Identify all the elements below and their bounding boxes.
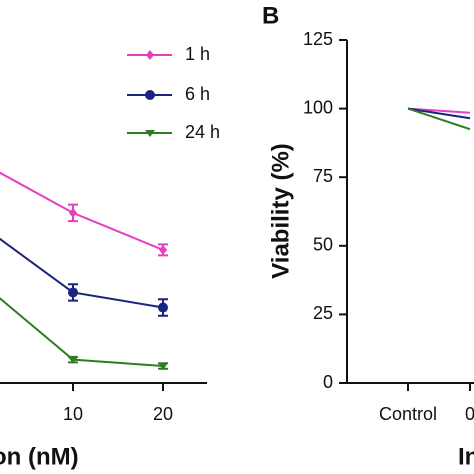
series-line	[0, 171, 164, 251]
x-axis-label: In	[458, 443, 474, 470]
legend-label: 24 h	[185, 122, 220, 142]
series-line	[407, 107, 471, 120]
panel-label: B	[262, 2, 279, 29]
marker	[146, 50, 154, 60]
x-tick-label: Control	[379, 404, 437, 424]
x-axis-label: on (nM)	[0, 443, 79, 470]
x-tick-label: 20	[153, 404, 173, 424]
legend-label: 6 h	[185, 84, 210, 104]
series-line	[0, 297, 164, 367]
marker	[68, 356, 78, 364]
marker	[69, 207, 77, 218]
marker	[159, 244, 167, 255]
y-tick-label: 50	[313, 235, 333, 255]
y-tick-label: 100	[303, 97, 333, 117]
series-line	[0, 237, 164, 309]
marker	[158, 362, 168, 370]
marker	[145, 90, 155, 100]
marker	[68, 287, 78, 298]
marker	[158, 302, 168, 313]
y-axis-label: Viability (%)	[267, 143, 294, 279]
x-tick-label: 0	[465, 404, 474, 424]
y-tick-label: 0	[323, 372, 333, 392]
y-tick-label: 125	[303, 29, 333, 49]
x-tick-label: 10	[63, 404, 83, 424]
legend-label: 1 h	[185, 44, 210, 64]
marker	[145, 130, 155, 137]
y-tick-label: 75	[313, 166, 333, 186]
y-tick-label: 25	[313, 303, 333, 323]
series-line	[407, 107, 471, 131]
